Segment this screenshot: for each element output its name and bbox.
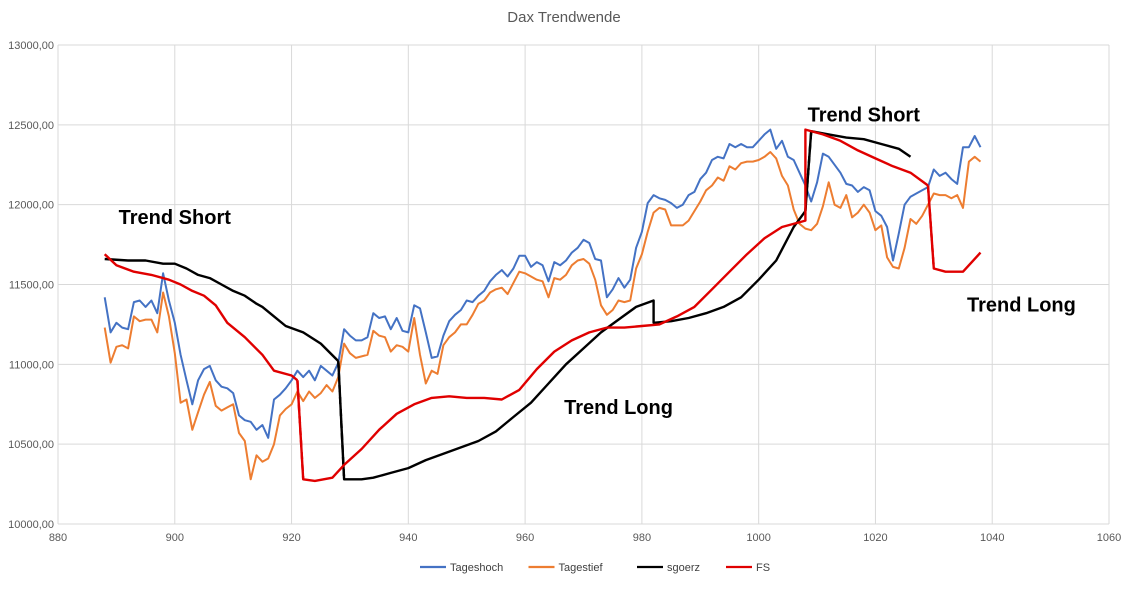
x-tick-label: 1060 (1097, 532, 1121, 544)
series-line-fs (926, 185, 982, 273)
annotation-label: Trend Short (119, 207, 232, 229)
annotation-label: Trend Long (967, 295, 1076, 317)
y-tick-label: 10000,00 (8, 519, 54, 531)
annotations: Trend Short Trend Short Trend Long Trend Lo… (119, 105, 1076, 419)
series-lines (103, 128, 982, 483)
annotation-label: Trend Short (808, 105, 921, 127)
legend-label: FS (756, 562, 770, 574)
series-line-tageshoch (103, 128, 982, 439)
series-line-sgoerz (804, 129, 912, 212)
y-tick-label: 11500,00 (9, 280, 54, 292)
legend-label: Tagestief (559, 562, 604, 574)
annotation-label: Trend Long (564, 397, 673, 419)
y-tick-label: 13000,00 (8, 40, 54, 52)
series-line-fs (296, 128, 929, 483)
x-tick-label: 980 (633, 532, 651, 544)
series-line-sgoerz (104, 257, 340, 362)
x-axis-ticks: 880 900 920 940 960 980 1000 1020 1040 1060 (49, 532, 1121, 544)
y-tick-label: 10500,00 (8, 439, 54, 451)
x-tick-label: 900 (166, 532, 184, 544)
legend-label: Tageshoch (450, 562, 503, 574)
y-tick-label: 12500,00 (8, 120, 54, 132)
x-tick-label: 1000 (746, 532, 770, 544)
x-tick-label: 1020 (863, 532, 887, 544)
x-tick-label: 880 (49, 532, 67, 544)
chart-title: Dax Trendwende (507, 9, 620, 26)
x-tick-label: 960 (516, 532, 534, 544)
y-tick-label: 12000,00 (8, 200, 54, 212)
series-line-fs (103, 253, 299, 382)
y-axis-ticks: 10000,00 10500,00 11000,00 11500,00 12000,00… (8, 40, 54, 531)
x-tick-label: 1040 (980, 532, 1004, 544)
series-line-tagestief (103, 151, 982, 481)
y-tick-label: 11000,00 (9, 359, 54, 371)
x-tick-label: 920 (282, 532, 300, 544)
legend: Tageshoch Tagestief sgoerz FS (420, 562, 770, 574)
x-tick-label: 940 (399, 532, 417, 544)
gridlines (57, 44, 1110, 525)
legend-label: sgoerz (667, 562, 700, 574)
series-line-sgoerz (337, 210, 807, 481)
